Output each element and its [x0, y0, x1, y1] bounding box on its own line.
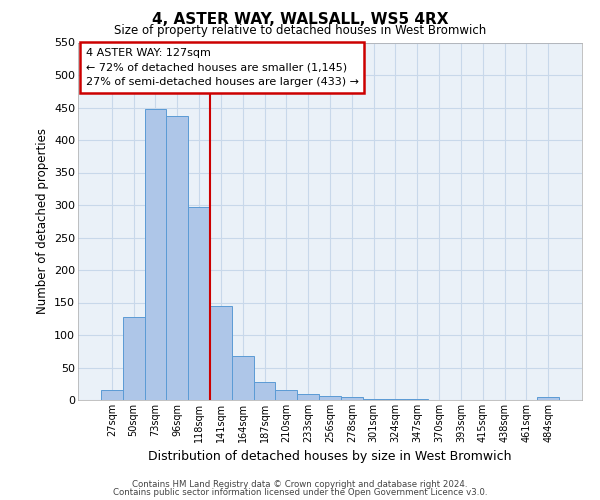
Bar — [188, 207, 210, 400]
Bar — [319, 396, 341, 400]
Bar — [232, 356, 254, 400]
Bar — [145, 110, 166, 400]
Bar — [275, 390, 297, 400]
Bar — [254, 382, 275, 400]
Bar — [166, 116, 188, 400]
Bar — [537, 397, 559, 400]
Bar — [101, 390, 123, 400]
X-axis label: Distribution of detached houses by size in West Bromwich: Distribution of detached houses by size … — [148, 450, 512, 464]
Text: Contains public sector information licensed under the Open Government Licence v3: Contains public sector information licen… — [113, 488, 487, 497]
Text: Contains HM Land Registry data © Crown copyright and database right 2024.: Contains HM Land Registry data © Crown c… — [132, 480, 468, 489]
Bar — [210, 306, 232, 400]
Text: 4 ASTER WAY: 127sqm
← 72% of detached houses are smaller (1,145)
27% of semi-det: 4 ASTER WAY: 127sqm ← 72% of detached ho… — [86, 48, 359, 88]
Bar — [297, 394, 319, 400]
Bar — [341, 397, 363, 400]
Bar — [123, 317, 145, 400]
Text: Size of property relative to detached houses in West Bromwich: Size of property relative to detached ho… — [114, 24, 486, 37]
Text: 4, ASTER WAY, WALSALL, WS5 4RX: 4, ASTER WAY, WALSALL, WS5 4RX — [152, 12, 448, 28]
Y-axis label: Number of detached properties: Number of detached properties — [35, 128, 49, 314]
